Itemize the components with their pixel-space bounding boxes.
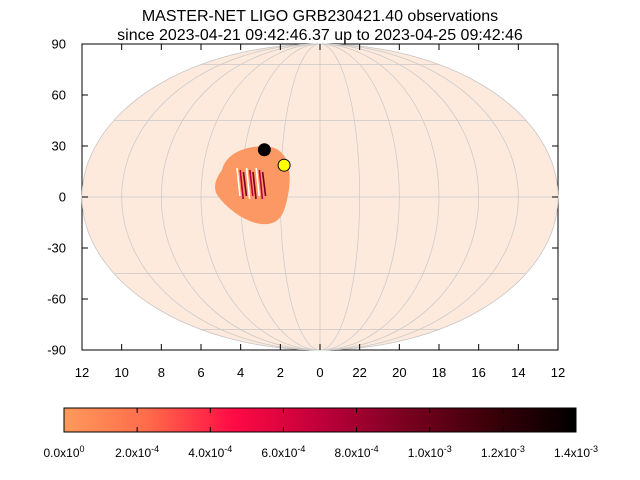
sky-projection [81, 43, 559, 351]
x-tick-label: 16 [471, 365, 485, 380]
x-tick-label: 6 [197, 365, 204, 380]
chart-subtitle: since 2023-04-21 09:42:46.37 up to 2023-… [117, 27, 523, 44]
probability-core-stripe [239, 169, 244, 200]
probability-core-stripe [255, 167, 260, 197]
y-tick-label: 90 [52, 37, 66, 52]
x-tick-label: 18 [432, 365, 446, 380]
colorbar-tick-label: 8.0x10-4 [335, 444, 379, 460]
x-tick-label: 12 [75, 365, 89, 380]
x-tick-label: 14 [511, 365, 525, 380]
y-tick-label: -30 [47, 241, 66, 256]
x-tick-label: 2 [277, 365, 284, 380]
y-tick-label: 30 [52, 139, 66, 154]
colorbar-tick-label: 1.2x10-3 [481, 444, 525, 460]
colorbar: 0.0x100 2.0x10-4 4.0x10-4 6.0x10-4 8.0x10-4 1… [43, 407, 598, 460]
x-tick-label: 0 [316, 365, 323, 380]
y-tick-label: -90 [47, 343, 66, 358]
chart-title: MASTER-NET LIGO GRB230421.40 observation… [141, 8, 499, 25]
x-axis: 12 10 8 6 4 2 0 22 20 18 16 14 12 [75, 44, 565, 380]
x-tick-label: 12 [551, 365, 565, 380]
y-tick-label: 0 [59, 190, 66, 205]
x-tick-label: 8 [158, 365, 165, 380]
colorbar-tick-label: 2.0x10-4 [115, 444, 159, 460]
probability-core-stripe [236, 167, 241, 197]
x-tick-label: 22 [352, 365, 366, 380]
colorbar-tick-label: 1.0x10-3 [408, 444, 452, 460]
probability-core-stripe [245, 167, 251, 200]
probability-core-stripe [242, 171, 248, 197]
y-tick-label: -60 [47, 292, 66, 307]
probability-core-stripe [261, 171, 267, 197]
colorbar-tick-label: 0.0x100 [43, 444, 84, 460]
y-axis: 90 60 30 0 -30 -60 -90 [47, 37, 558, 358]
colorbar-bar [63, 407, 577, 433]
x-tick-label: 20 [392, 365, 406, 380]
probability-core [236, 167, 267, 200]
probability-core-stripe [249, 169, 254, 197]
y-tick-label: 60 [52, 88, 66, 103]
x-tick-label: 4 [237, 365, 244, 380]
colorbar-tick-label: 1.4x10-3 [554, 444, 598, 460]
colorbar-tick-label: 4.0x10-4 [188, 444, 232, 460]
moon-marker [277, 158, 291, 172]
probability-core-stripe [252, 171, 257, 200]
x-tick-label: 10 [114, 365, 128, 380]
probability-core-stripe [258, 169, 264, 200]
sun-marker [257, 143, 271, 157]
colorbar-tick-label: 6.0x10-4 [261, 444, 305, 460]
